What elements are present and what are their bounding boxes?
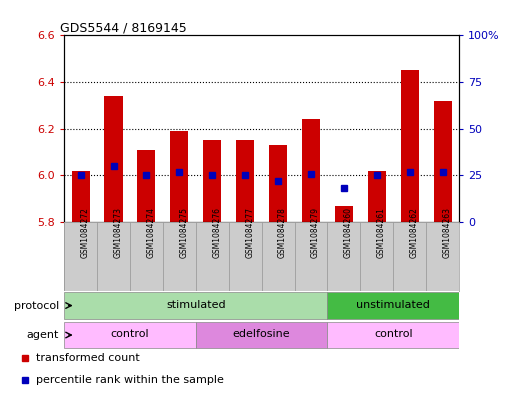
Bar: [302, 119, 320, 222]
Bar: [64, 292, 327, 319]
Bar: [203, 140, 221, 222]
Bar: [105, 96, 123, 222]
Bar: [229, 222, 262, 291]
Bar: [71, 171, 90, 222]
Bar: [170, 131, 188, 222]
Text: GSM1084278: GSM1084278: [278, 207, 287, 258]
Text: percentile rank within the sample: percentile rank within the sample: [35, 375, 224, 386]
Bar: [64, 322, 196, 348]
Text: GSM1084279: GSM1084279: [311, 207, 320, 258]
Text: control: control: [111, 329, 149, 340]
Bar: [269, 145, 287, 222]
Text: stimulated: stimulated: [166, 300, 226, 310]
Bar: [64, 222, 97, 291]
Bar: [368, 171, 386, 222]
Text: GSM1084273: GSM1084273: [113, 207, 123, 258]
Text: protocol: protocol: [14, 301, 59, 310]
Text: GSM1084260: GSM1084260: [344, 207, 353, 258]
Text: GSM1084277: GSM1084277: [245, 207, 254, 258]
Text: GSM1084276: GSM1084276: [212, 207, 221, 258]
Text: GDS5544 / 8169145: GDS5544 / 8169145: [60, 21, 187, 34]
Text: GSM1084274: GSM1084274: [146, 207, 155, 258]
Bar: [97, 222, 130, 291]
Bar: [236, 140, 254, 222]
Bar: [426, 222, 459, 291]
Bar: [137, 150, 155, 222]
Bar: [327, 292, 459, 319]
Text: unstimulated: unstimulated: [357, 300, 430, 310]
Bar: [360, 222, 393, 291]
Bar: [335, 206, 353, 222]
Text: control: control: [374, 329, 412, 340]
Text: transformed count: transformed count: [35, 353, 140, 364]
Text: GSM1084272: GSM1084272: [81, 207, 90, 258]
Bar: [327, 322, 459, 348]
Bar: [433, 101, 452, 222]
Bar: [262, 222, 294, 291]
Bar: [163, 222, 196, 291]
Text: GSM1084261: GSM1084261: [377, 207, 386, 258]
Bar: [130, 222, 163, 291]
Bar: [401, 70, 419, 222]
Text: agent: agent: [27, 330, 59, 340]
Bar: [196, 222, 229, 291]
Text: GSM1084262: GSM1084262: [410, 207, 419, 258]
Text: GSM1084263: GSM1084263: [443, 207, 451, 258]
Bar: [327, 222, 360, 291]
Bar: [393, 222, 426, 291]
Text: GSM1084275: GSM1084275: [180, 207, 188, 258]
Bar: [294, 222, 327, 291]
Bar: [196, 322, 327, 348]
Text: edelfosine: edelfosine: [233, 329, 290, 340]
